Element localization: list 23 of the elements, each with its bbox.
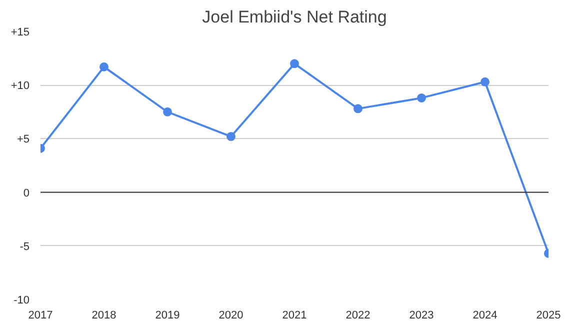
point (480, 77, 490, 86)
y-tick-label: +10 (10, 80, 30, 92)
point (226, 132, 236, 142)
x-tick-label: 2021 (282, 310, 307, 321)
point (354, 104, 362, 114)
x-tick-label: 2017 (28, 310, 53, 321)
y-tick-label: -10 (14, 294, 30, 306)
point (290, 59, 299, 68)
chart-title: Joel Embiid's Net Rating (202, 8, 387, 26)
x-tick-label: 2023 (409, 310, 434, 321)
x-tick-label: 2022 (346, 310, 370, 321)
x-tick-label: 2024 (472, 310, 498, 321)
point (163, 107, 172, 116)
x-tick-label: 2025 (536, 310, 561, 321)
x-tick-label: 2019 (155, 310, 180, 321)
point (417, 93, 426, 102)
x-tick-label: 2020 (218, 310, 244, 321)
y-tick-label: +5 (16, 134, 30, 146)
y-tick-label: 0 (23, 187, 30, 200)
y-tick-label: -5 (20, 240, 30, 253)
x-tick-label: 2018 (92, 310, 116, 321)
y-tick-label: +15 (10, 26, 30, 38)
point (100, 62, 108, 72)
